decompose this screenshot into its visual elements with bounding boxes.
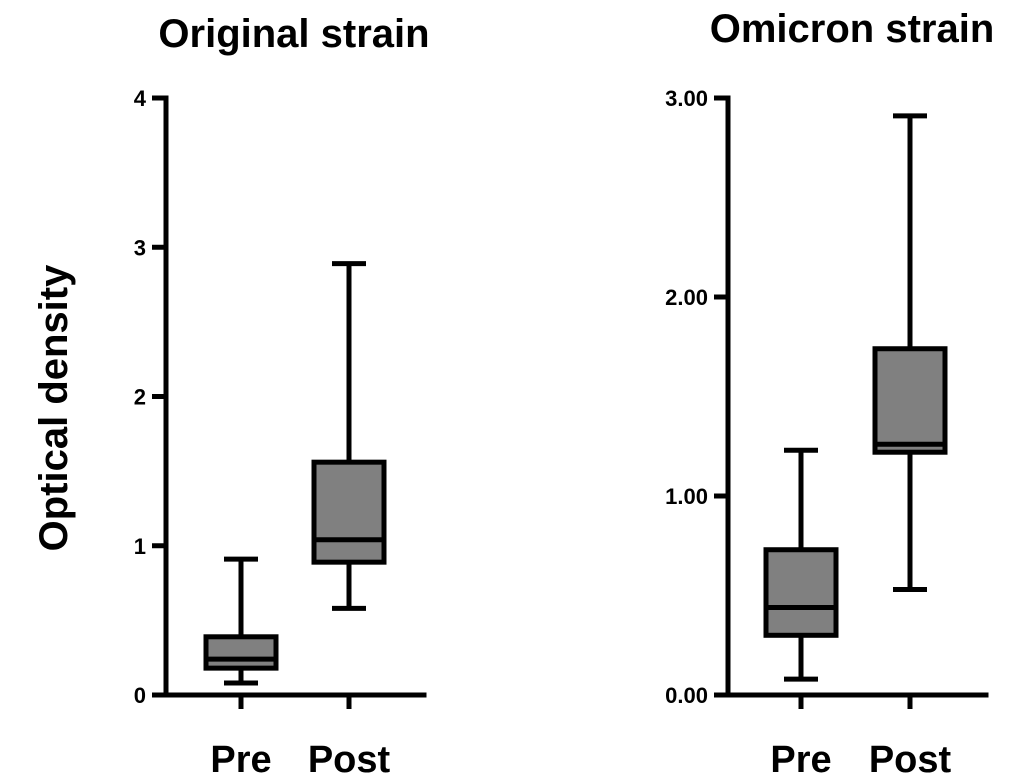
iqr-box bbox=[203, 634, 279, 671]
x-tick-label-post: Post bbox=[308, 739, 391, 781]
y-tick-label: 4 bbox=[134, 86, 147, 111]
panel-original-strain: Original strain 0 1 2 3 4 Pre Post bbox=[134, 12, 430, 781]
y-tick-label: 2 bbox=[134, 385, 146, 410]
panel-omicron-strain: Omicron strain 0.00 1.00 2.00 3.00 Pre Post bbox=[665, 7, 994, 781]
box-post bbox=[311, 261, 387, 611]
iqr-box bbox=[763, 547, 839, 638]
chart-title: Omicron strain bbox=[710, 7, 995, 51]
box-pre bbox=[763, 447, 839, 682]
y-tick-label: 0.00 bbox=[665, 683, 708, 708]
iqr-box bbox=[311, 459, 387, 565]
box-post bbox=[872, 113, 948, 593]
y-tick-label: 1 bbox=[134, 534, 146, 559]
box-pre bbox=[203, 556, 279, 686]
iqr-box bbox=[872, 346, 948, 455]
x-tick-label-pre: Pre bbox=[210, 739, 271, 781]
chart-title: Original strain bbox=[158, 12, 429, 56]
x-tick-label-post: Post bbox=[869, 739, 952, 781]
x-tick-label-pre: Pre bbox=[770, 739, 831, 781]
y-tick-label: 1.00 bbox=[665, 484, 708, 509]
y-tick-label: 0 bbox=[134, 683, 146, 708]
y-tick-label: 2.00 bbox=[665, 285, 708, 310]
y-axis-label: Optical density bbox=[32, 264, 76, 551]
y-tick-label: 3.00 bbox=[665, 86, 708, 111]
y-tick-label: 3 bbox=[134, 235, 146, 260]
